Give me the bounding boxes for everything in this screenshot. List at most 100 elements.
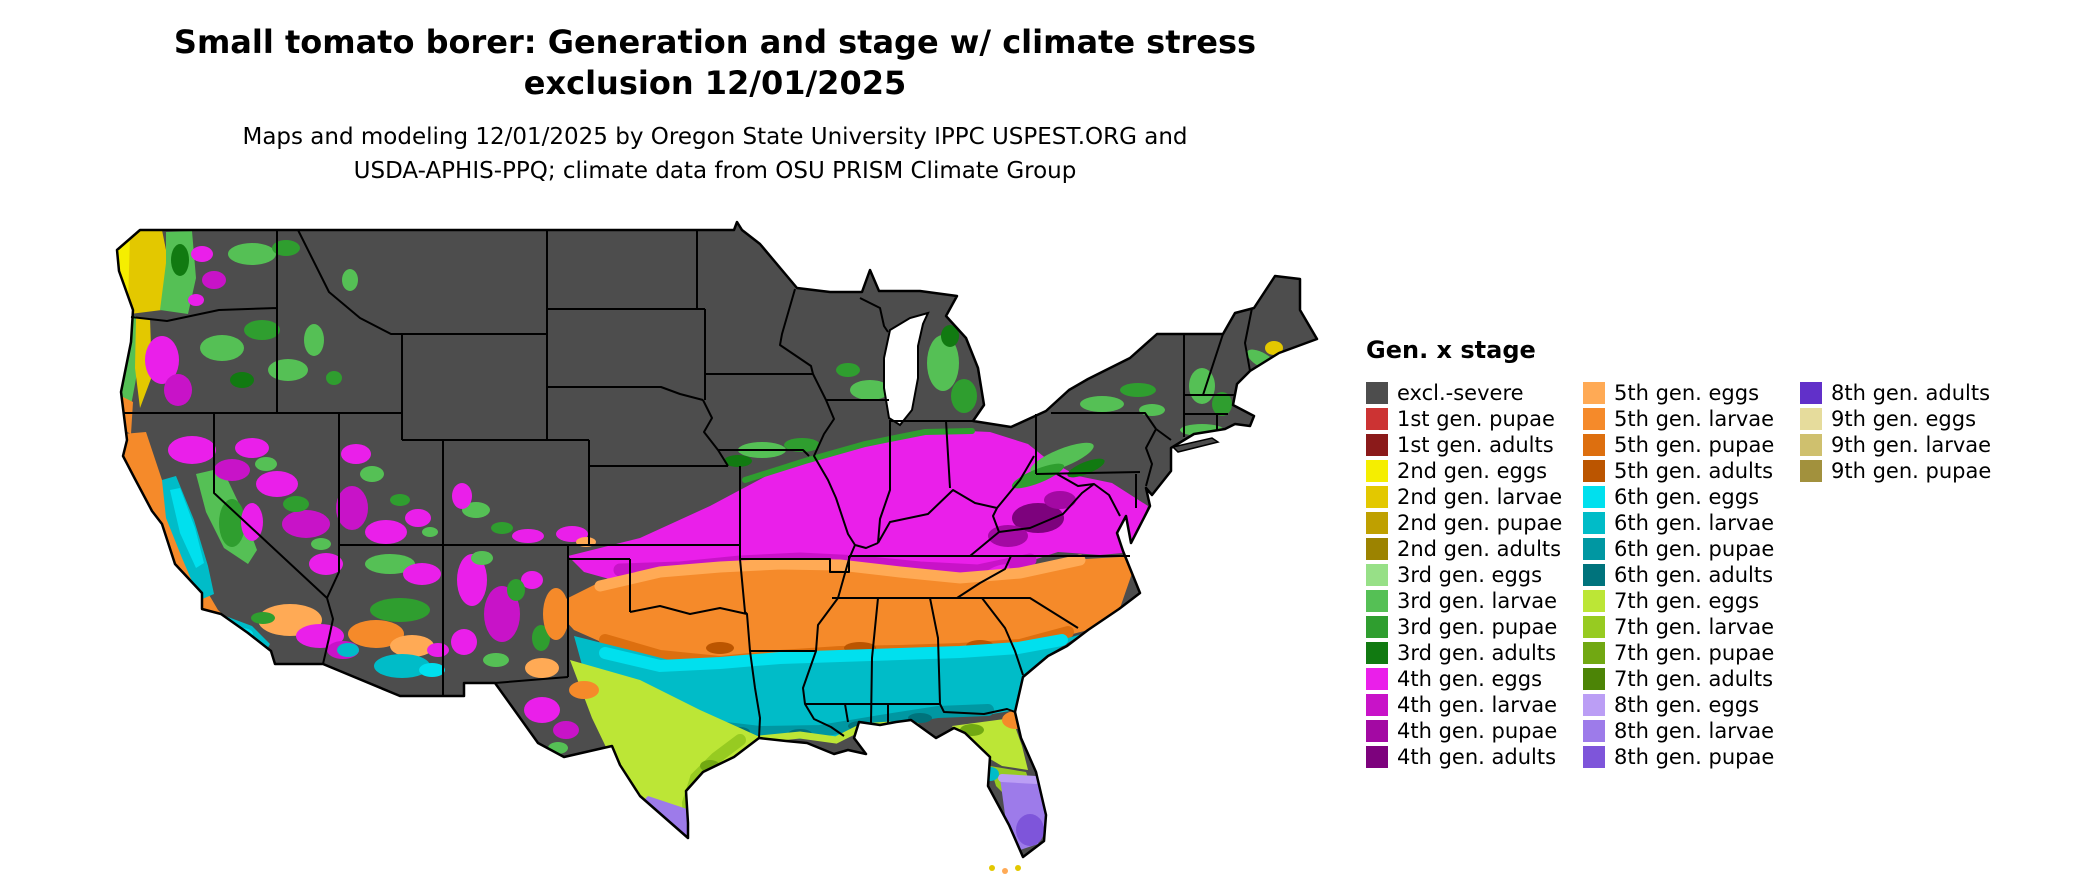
legend-item-g1a: 1st gen. adults xyxy=(1366,432,1583,458)
legend-item-g8a: 8th gen. adults xyxy=(1800,380,1991,406)
legend-label: 5th gen. eggs xyxy=(1614,381,1760,405)
legend-label: 5th gen. pupae xyxy=(1614,433,1775,457)
legend-column: 8th gen. adults 9th gen. eggs 9th gen. lar… xyxy=(1800,380,1991,770)
legend-item-g2p: 2nd gen. pupae xyxy=(1366,510,1583,536)
legend-swatch xyxy=(1583,382,1605,404)
legend-swatch xyxy=(1366,642,1388,664)
legend-label: 4th gen. pupae xyxy=(1397,719,1558,743)
legend-swatch xyxy=(1583,668,1605,690)
legend-item-g3a: 3rd gen. adults xyxy=(1366,640,1583,666)
legend-label: 3rd gen. eggs xyxy=(1397,563,1543,587)
legend-item-g5a: 5th gen. adults xyxy=(1583,458,1800,484)
legend-swatch xyxy=(1583,590,1605,612)
legend-item-g4p: 4th gen. pupae xyxy=(1366,718,1583,744)
legend-label: 4th gen. eggs xyxy=(1397,667,1543,691)
legend-item-g3l: 3rd gen. larvae xyxy=(1366,588,1583,614)
legend-item-g8l: 8th gen. larvae xyxy=(1583,718,1800,744)
legend-swatch xyxy=(1366,486,1388,508)
title-line1: Small tomato borer: Generation and stage… xyxy=(173,23,1257,61)
legend-item-g6a: 6th gen. adults xyxy=(1583,562,1800,588)
state-borders xyxy=(123,229,1253,739)
legend-label: 9th gen. pupae xyxy=(1831,459,1992,483)
legend-item-g2l: 2nd gen. larvae xyxy=(1366,484,1583,510)
legend-swatch xyxy=(1583,408,1605,430)
legend-item-excl: excl.-severe xyxy=(1366,380,1583,406)
legend-column: excl.-severe 1st gen. pupae 1st gen. adult… xyxy=(1366,380,1583,770)
legend-label: 4th gen. adults xyxy=(1397,745,1557,769)
legend-swatch xyxy=(1583,512,1605,534)
legend-swatch xyxy=(1366,434,1388,456)
legend-label: 2nd gen. adults xyxy=(1397,537,1562,561)
map-fill-layers xyxy=(117,222,1317,857)
legend-item-g8p: 8th gen. pupae xyxy=(1583,744,1800,770)
legend-swatch xyxy=(1800,434,1822,456)
legend-swatch xyxy=(1583,746,1605,768)
legend-label: 6th gen. pupae xyxy=(1614,537,1775,561)
legend-swatch xyxy=(1583,642,1605,664)
legend-item-g6e: 6th gen. eggs xyxy=(1583,484,1800,510)
legend-item-g1p: 1st gen. pupae xyxy=(1366,406,1583,432)
legend-swatch xyxy=(1366,512,1388,534)
legend-swatch xyxy=(1583,460,1605,482)
florida-keys xyxy=(989,865,1021,874)
legend-label: 8th gen. eggs xyxy=(1614,693,1760,717)
legend-swatch xyxy=(1583,434,1605,456)
legend-label: 3rd gen. pupae xyxy=(1397,615,1558,639)
legend-label: 2nd gen. pupae xyxy=(1397,511,1563,535)
legend-item-g7a: 7th gen. adults xyxy=(1583,666,1800,692)
subtitle-line2: USDA-APHIS-PPQ; climate data from OSU PR… xyxy=(353,158,1077,184)
page-subtitle: Maps and modeling 12/01/2025 by Oregon S… xyxy=(100,120,1330,188)
legend-swatch xyxy=(1366,746,1388,768)
legend-item-g7e: 7th gen. eggs xyxy=(1583,588,1800,614)
us-outline xyxy=(115,220,1319,859)
legend-item-g9l: 9th gen. larvae xyxy=(1800,432,1991,458)
legend-swatch xyxy=(1366,694,1388,716)
legend-swatch xyxy=(1366,564,1388,586)
legend-item-g7l: 7th gen. larvae xyxy=(1583,614,1800,640)
legend-swatch xyxy=(1583,564,1605,586)
legend-item-g3p: 3rd gen. pupae xyxy=(1366,614,1583,640)
legend-swatch xyxy=(1366,668,1388,690)
legend-swatch xyxy=(1366,538,1388,560)
title-line2: exclusion 12/01/2025 xyxy=(523,64,907,102)
legend-swatch xyxy=(1583,486,1605,508)
legend-swatch xyxy=(1366,408,1388,430)
legend-item-g3e: 3rd gen. eggs xyxy=(1366,562,1583,588)
subtitle-line1: Maps and modeling 12/01/2025 by Oregon S… xyxy=(242,124,1188,150)
legend-label: 9th gen. eggs xyxy=(1831,407,1977,431)
legend-item-g5p: 5th gen. pupae xyxy=(1583,432,1800,458)
west-coast-patches xyxy=(117,230,358,434)
page-title: Small tomato borer: Generation and stage… xyxy=(100,22,1330,104)
legend: Gen. x stage excl.-severe 1st gen. pupae 1… xyxy=(1366,336,1991,770)
legend-label: 6th gen. adults xyxy=(1614,563,1774,587)
legend-label: 7th gen. eggs xyxy=(1614,589,1760,613)
legend-item-g2a: 2nd gen. adults xyxy=(1366,536,1583,562)
legend-item-g2e: 2nd gen. eggs xyxy=(1366,458,1583,484)
legend-label: 1st gen. pupae xyxy=(1397,407,1555,431)
legend-label: 8th gen. larvae xyxy=(1614,719,1775,743)
legend-label: 6th gen. eggs xyxy=(1614,485,1760,509)
legend-label: 2nd gen. larvae xyxy=(1397,485,1563,509)
legend-item-g5l: 5th gen. larvae xyxy=(1583,406,1800,432)
legend-label: 7th gen. larvae xyxy=(1614,615,1775,639)
legend-swatch xyxy=(1366,382,1388,404)
west-texas-patches xyxy=(524,681,599,754)
long-island xyxy=(1171,437,1220,453)
legend-swatch xyxy=(1366,616,1388,638)
legend-label: 8th gen. adults xyxy=(1831,381,1991,405)
legend-label: 5th gen. adults xyxy=(1614,459,1774,483)
legend-label: 3rd gen. adults xyxy=(1397,641,1557,665)
legend-item-g6p: 6th gen. pupae xyxy=(1583,536,1800,562)
legend-item-g5e: 5th gen. eggs xyxy=(1583,380,1800,406)
legend-item-g9p: 9th gen. pupae xyxy=(1800,458,1991,484)
legend-item-g4l: 4th gen. larvae xyxy=(1366,692,1583,718)
legend-swatch xyxy=(1366,720,1388,742)
legend-item-g9e: 9th gen. eggs xyxy=(1800,406,1991,432)
legend-swatch xyxy=(1583,616,1605,638)
california-patches xyxy=(122,432,359,663)
legend-label: 2nd gen. eggs xyxy=(1397,459,1548,483)
legend-label: 6th gen. larvae xyxy=(1614,511,1775,535)
legend-item-g4a: 4th gen. adults xyxy=(1366,744,1583,770)
legend-item-g8e: 8th gen. eggs xyxy=(1583,692,1800,718)
